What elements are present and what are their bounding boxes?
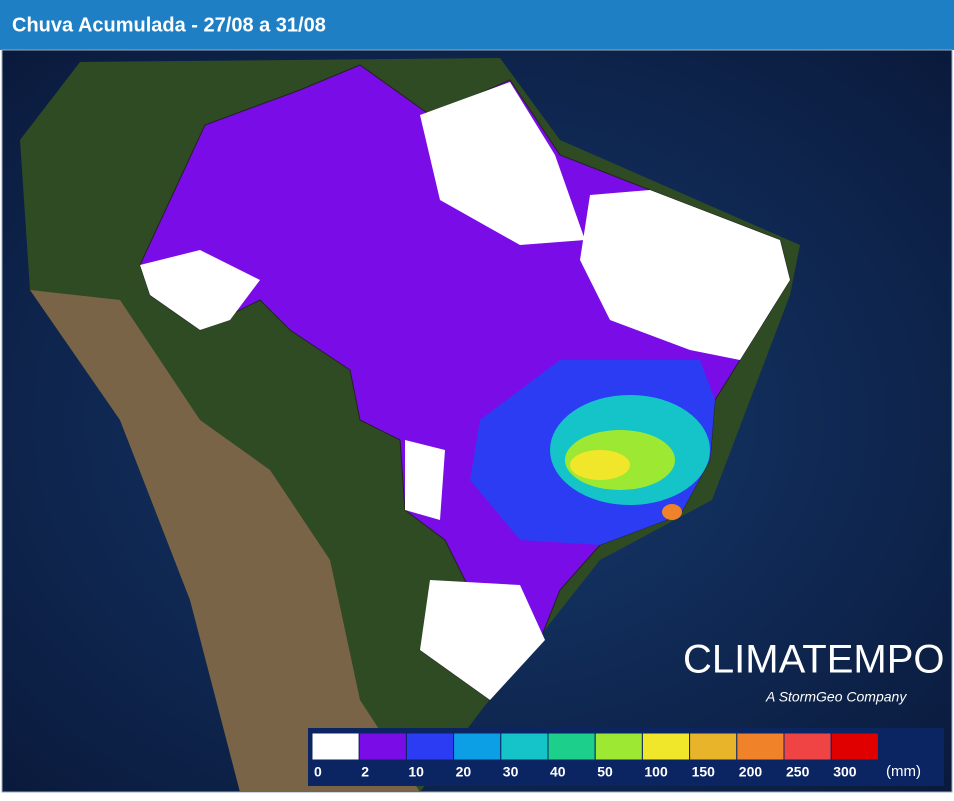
legend-swatch bbox=[689, 732, 738, 761]
legend-items: 0 2 10 20 30 40 50 100 150 200 250 300 bbox=[311, 732, 879, 780]
logo: CLIMATEMPO bbox=[683, 638, 945, 682]
legend-label: 50 bbox=[597, 764, 613, 780]
dry-area bbox=[420, 82, 585, 245]
rain-area bbox=[662, 504, 682, 520]
legend-swatch bbox=[358, 732, 407, 761]
logo-tagline: A StormGeo Company bbox=[765, 689, 907, 705]
rain-area bbox=[570, 450, 630, 480]
legend-label: 100 bbox=[644, 764, 668, 780]
andes-region bbox=[30, 290, 420, 792]
legend-swatch bbox=[783, 732, 832, 761]
legend-swatch bbox=[547, 732, 596, 761]
legend-label: 300 bbox=[833, 764, 857, 780]
legend-label: 40 bbox=[550, 764, 566, 780]
legend-swatch bbox=[736, 732, 785, 761]
legend-label: 10 bbox=[408, 764, 424, 780]
legend-label: 2 bbox=[361, 764, 369, 780]
header-bar bbox=[0, 0, 954, 50]
dry-area bbox=[405, 440, 445, 520]
legend-label: 30 bbox=[503, 764, 519, 780]
dry-area bbox=[420, 580, 545, 700]
legend-label: 20 bbox=[456, 764, 472, 780]
legend-swatch bbox=[453, 732, 502, 761]
legend-label: 0 bbox=[314, 764, 322, 780]
dry-area bbox=[580, 190, 790, 360]
legend-swatch bbox=[641, 732, 691, 761]
legend-label: 250 bbox=[786, 764, 810, 780]
legend-swatch bbox=[311, 732, 360, 761]
legend-swatch bbox=[405, 732, 455, 761]
legend-swatch bbox=[830, 732, 879, 761]
dry-area bbox=[140, 250, 260, 330]
legend-unit: (mm) bbox=[886, 763, 921, 780]
legend-label: 150 bbox=[692, 764, 716, 780]
legend-swatch bbox=[500, 732, 549, 761]
legend-swatch bbox=[594, 732, 643, 761]
header-title: Chuva Acumulada - 27/08 a 31/08 bbox=[12, 14, 326, 36]
legend-label: 200 bbox=[739, 764, 763, 780]
